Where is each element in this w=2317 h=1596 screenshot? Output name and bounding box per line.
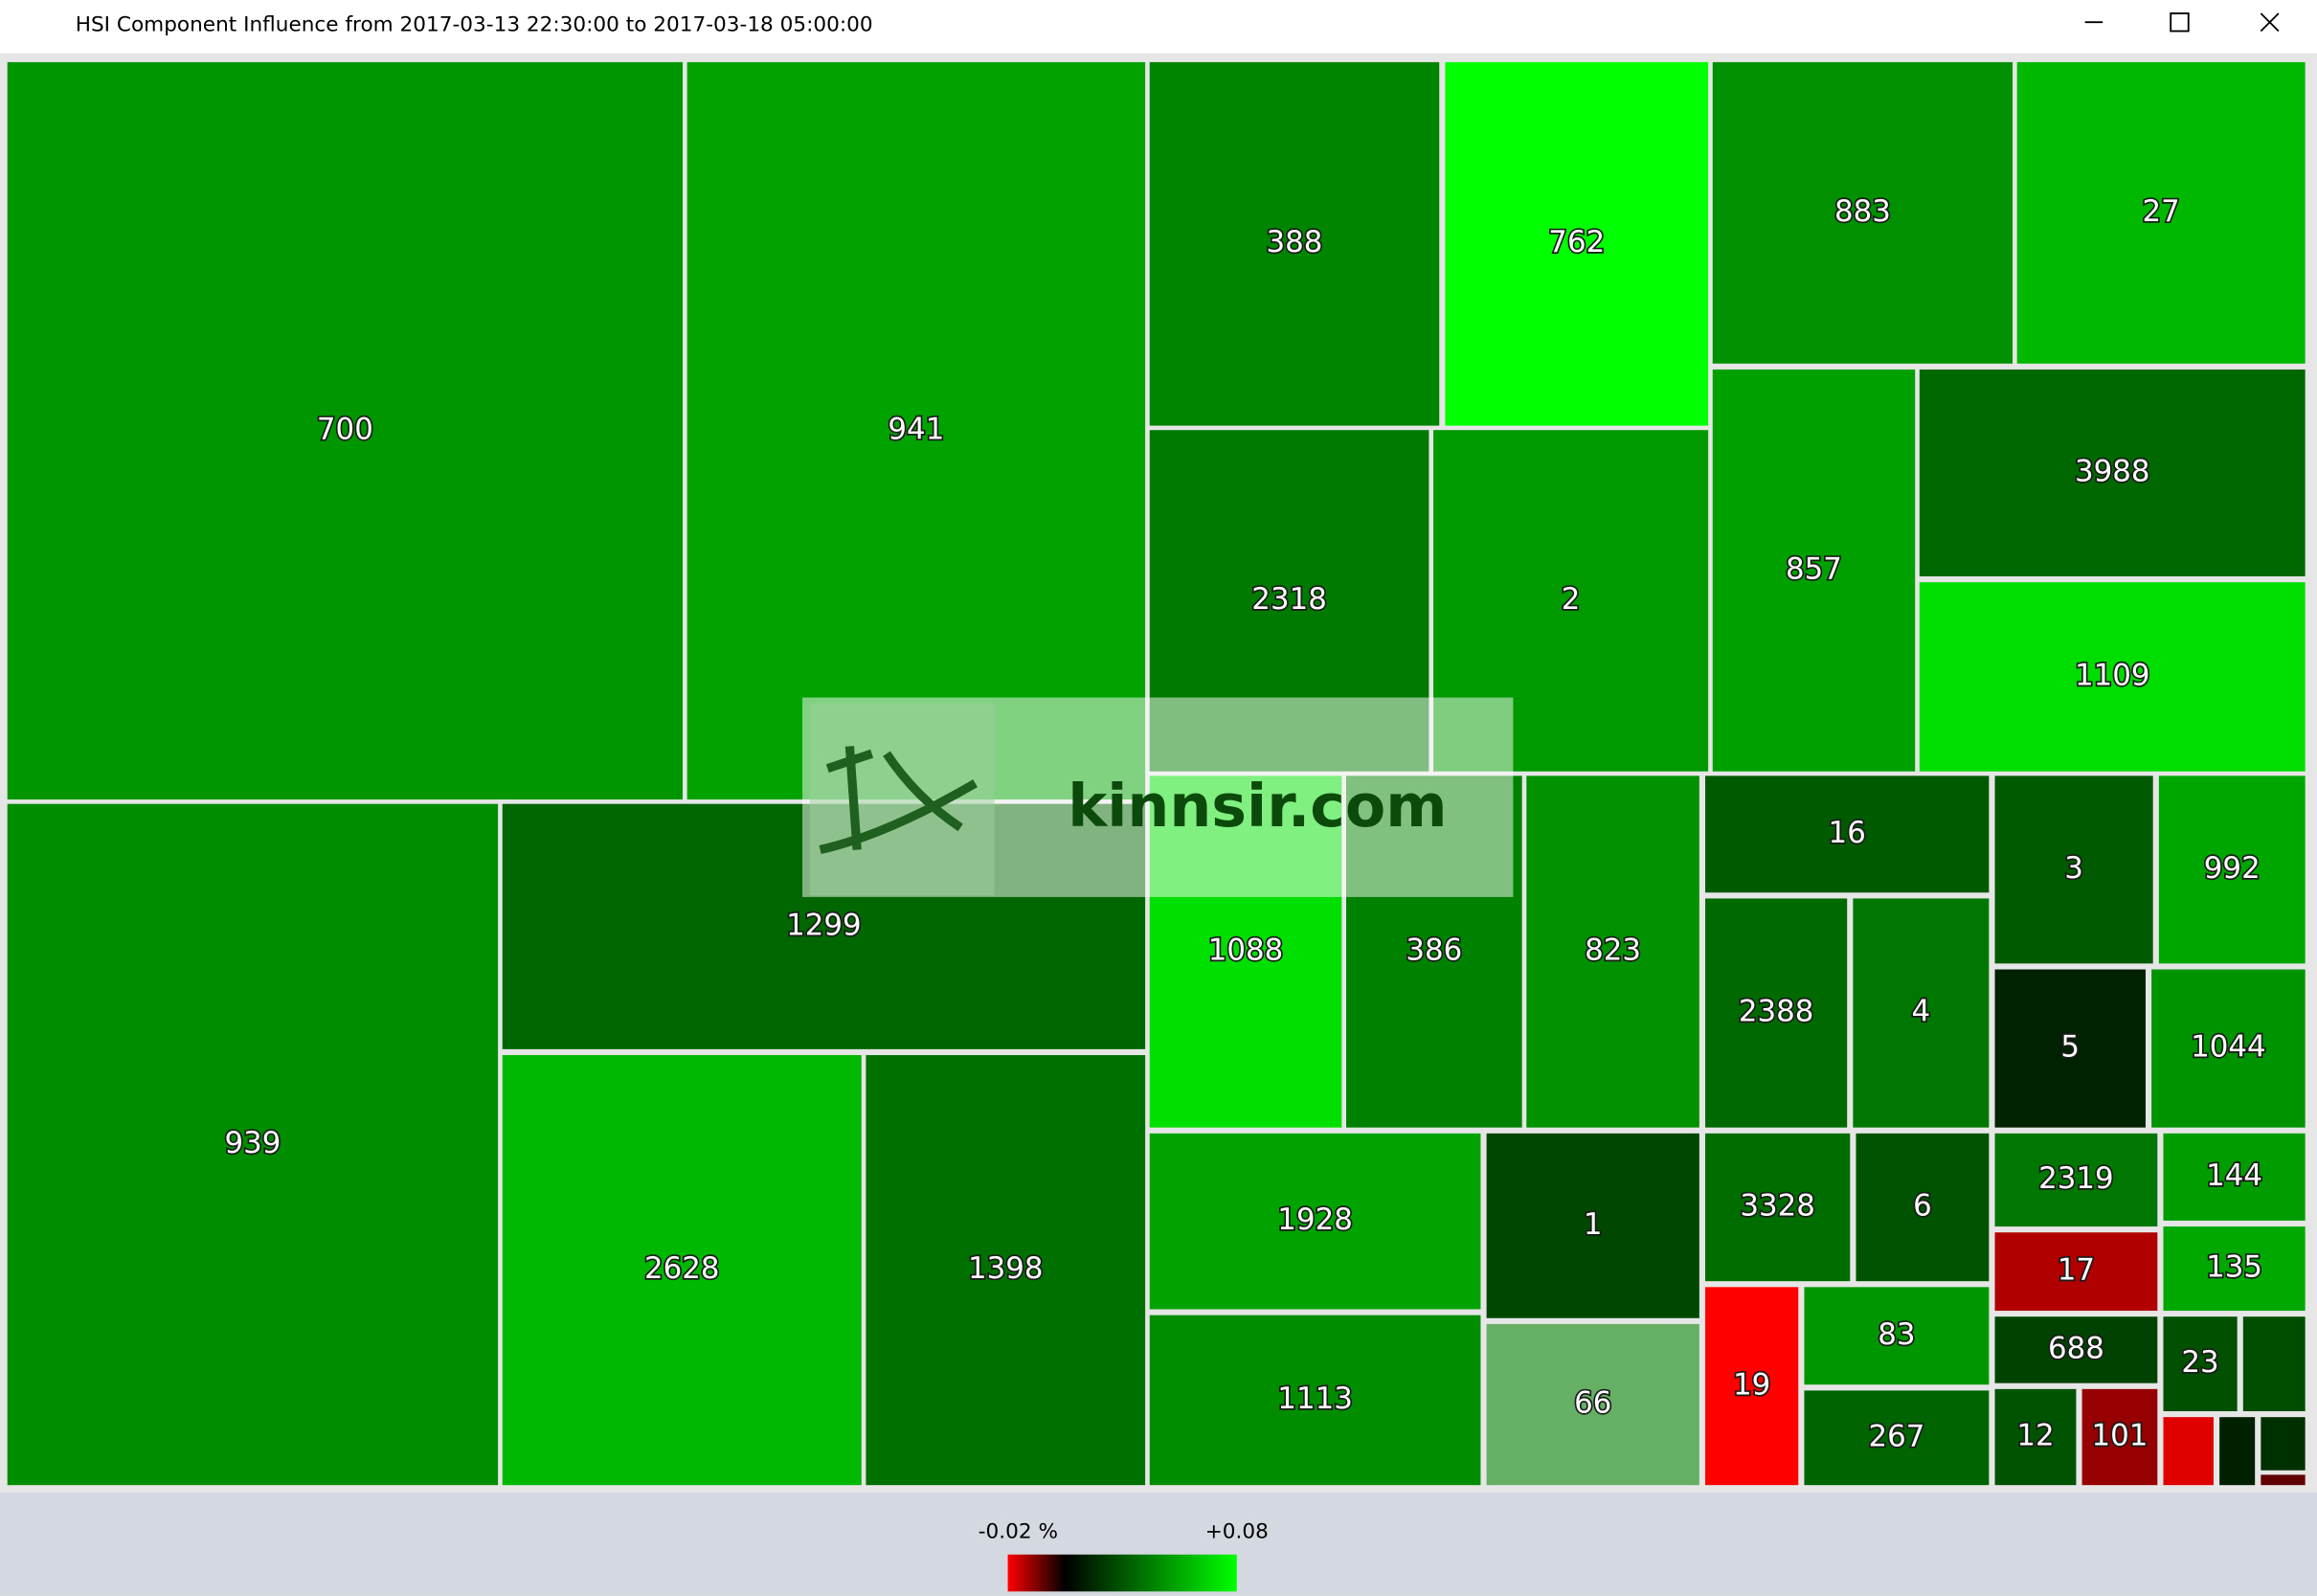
tile-label: 267 bbox=[1868, 1419, 1924, 1453]
tile-label: 3328 bbox=[1740, 1189, 1815, 1224]
tile-label: 1044 bbox=[2191, 1030, 2266, 1065]
tile bbox=[2163, 1417, 2214, 1486]
tile-label: 1398 bbox=[968, 1251, 1044, 1286]
tile-label: 83 bbox=[1878, 1317, 1915, 1352]
tile bbox=[1994, 1316, 2158, 1383]
tile-label: 388 bbox=[1267, 225, 1323, 259]
tile-label: 17 bbox=[2058, 1253, 2095, 1288]
watermark-logo bbox=[809, 703, 995, 896]
tile bbox=[1705, 1133, 1851, 1282]
window-title: HSI Component Influence from 2017-03-13 … bbox=[76, 12, 873, 36]
tile bbox=[2016, 61, 2306, 364]
tile bbox=[1526, 776, 1699, 1128]
tile bbox=[1705, 1287, 1799, 1486]
tile-label: 1113 bbox=[1277, 1382, 1353, 1416]
tile bbox=[2163, 1133, 2306, 1221]
tile bbox=[1919, 582, 2306, 772]
tile bbox=[1486, 1323, 1699, 1486]
tile-label: 688 bbox=[2048, 1331, 2104, 1365]
tile-label: 2 bbox=[1562, 582, 1581, 617]
tile-label: 1299 bbox=[786, 908, 862, 942]
tile bbox=[2081, 1388, 2158, 1486]
tile-label: 12 bbox=[2016, 1419, 2054, 1453]
tile-label: 1 bbox=[1584, 1207, 1603, 1242]
legend-gradient bbox=[1007, 1554, 1237, 1592]
tile-label: 939 bbox=[224, 1126, 281, 1160]
tile bbox=[1149, 61, 1440, 426]
tile bbox=[1149, 1315, 1481, 1486]
tile-label: 16 bbox=[1829, 816, 1866, 850]
tile bbox=[1994, 1388, 2077, 1486]
tile-label: 857 bbox=[1786, 551, 1842, 586]
tile bbox=[1853, 898, 1990, 1128]
tile bbox=[7, 61, 684, 800]
tile bbox=[1994, 776, 2153, 964]
tile-label: 27 bbox=[2143, 194, 2180, 229]
tile-label: 6 bbox=[1913, 1189, 1932, 1224]
watermark-logo-mark bbox=[819, 746, 978, 855]
tile bbox=[1486, 1133, 1699, 1318]
tile bbox=[1149, 1133, 1481, 1310]
tile-label: 2388 bbox=[1739, 995, 1814, 1029]
tile bbox=[2261, 1417, 2306, 1471]
tile bbox=[1804, 1390, 1990, 1486]
watermark-text: kinnsir.com bbox=[1068, 772, 1447, 841]
tile bbox=[2163, 1316, 2238, 1411]
tile-label: 2318 bbox=[1251, 582, 1327, 617]
tile-label: 2319 bbox=[2038, 1161, 2114, 1196]
tile-label: 1928 bbox=[1277, 1203, 1353, 1237]
tile bbox=[1804, 1287, 1990, 1385]
tile bbox=[1994, 1232, 2158, 1312]
tile-label: 135 bbox=[2206, 1250, 2262, 1285]
tile bbox=[866, 1055, 1146, 1486]
watermark: kinnsir.com bbox=[802, 697, 1514, 897]
tile bbox=[2151, 969, 2306, 1128]
tile bbox=[2158, 776, 2306, 964]
title-bar bbox=[0, 0, 2317, 54]
tile-label: 386 bbox=[1406, 933, 1462, 968]
tile-label: 5 bbox=[2060, 1030, 2080, 1065]
tile bbox=[2163, 1226, 2306, 1312]
tile-label: 762 bbox=[1548, 225, 1605, 259]
tile bbox=[1712, 369, 1916, 772]
tile-label: 2628 bbox=[644, 1251, 720, 1286]
tile bbox=[1705, 898, 1848, 1128]
tile bbox=[1919, 369, 2306, 576]
tile bbox=[1712, 61, 2013, 364]
tile bbox=[2219, 1417, 2256, 1486]
tile bbox=[7, 803, 499, 1486]
maximize-button[interactable] bbox=[2170, 12, 2190, 33]
tile-label: 941 bbox=[888, 412, 944, 446]
tile bbox=[2242, 1316, 2306, 1411]
tile-label: 19 bbox=[1733, 1367, 1770, 1402]
tile-label: 992 bbox=[2204, 851, 2261, 886]
tile-label: 23 bbox=[2181, 1345, 2218, 1380]
tile bbox=[686, 61, 1146, 800]
tile bbox=[502, 1055, 862, 1486]
tile-label: 823 bbox=[1585, 933, 1641, 968]
tile bbox=[1994, 969, 2146, 1128]
tile bbox=[1705, 776, 1990, 893]
tile-label: 3 bbox=[2064, 851, 2083, 886]
tile bbox=[1856, 1133, 1990, 1282]
close-button[interactable] bbox=[2260, 12, 2280, 33]
tile-label: 101 bbox=[2092, 1419, 2148, 1453]
tile-label: 883 bbox=[1834, 194, 1891, 229]
tile bbox=[1445, 61, 1709, 426]
tile-label: 144 bbox=[2206, 1158, 2262, 1193]
tile bbox=[2261, 1474, 2306, 1486]
tile-label: 3988 bbox=[2075, 454, 2150, 488]
tile-label: 1088 bbox=[1208, 933, 1284, 968]
tile bbox=[1994, 1133, 2158, 1227]
legend-max-label: +0.08 bbox=[1205, 1520, 1269, 1544]
legend-min-label: -0.02 % bbox=[979, 1520, 1058, 1544]
tile-label: 1109 bbox=[2075, 658, 2150, 692]
tile-label: 4 bbox=[1912, 995, 1931, 1029]
tile-label: 700 bbox=[317, 412, 373, 446]
tile-label: 66 bbox=[1574, 1386, 1611, 1421]
